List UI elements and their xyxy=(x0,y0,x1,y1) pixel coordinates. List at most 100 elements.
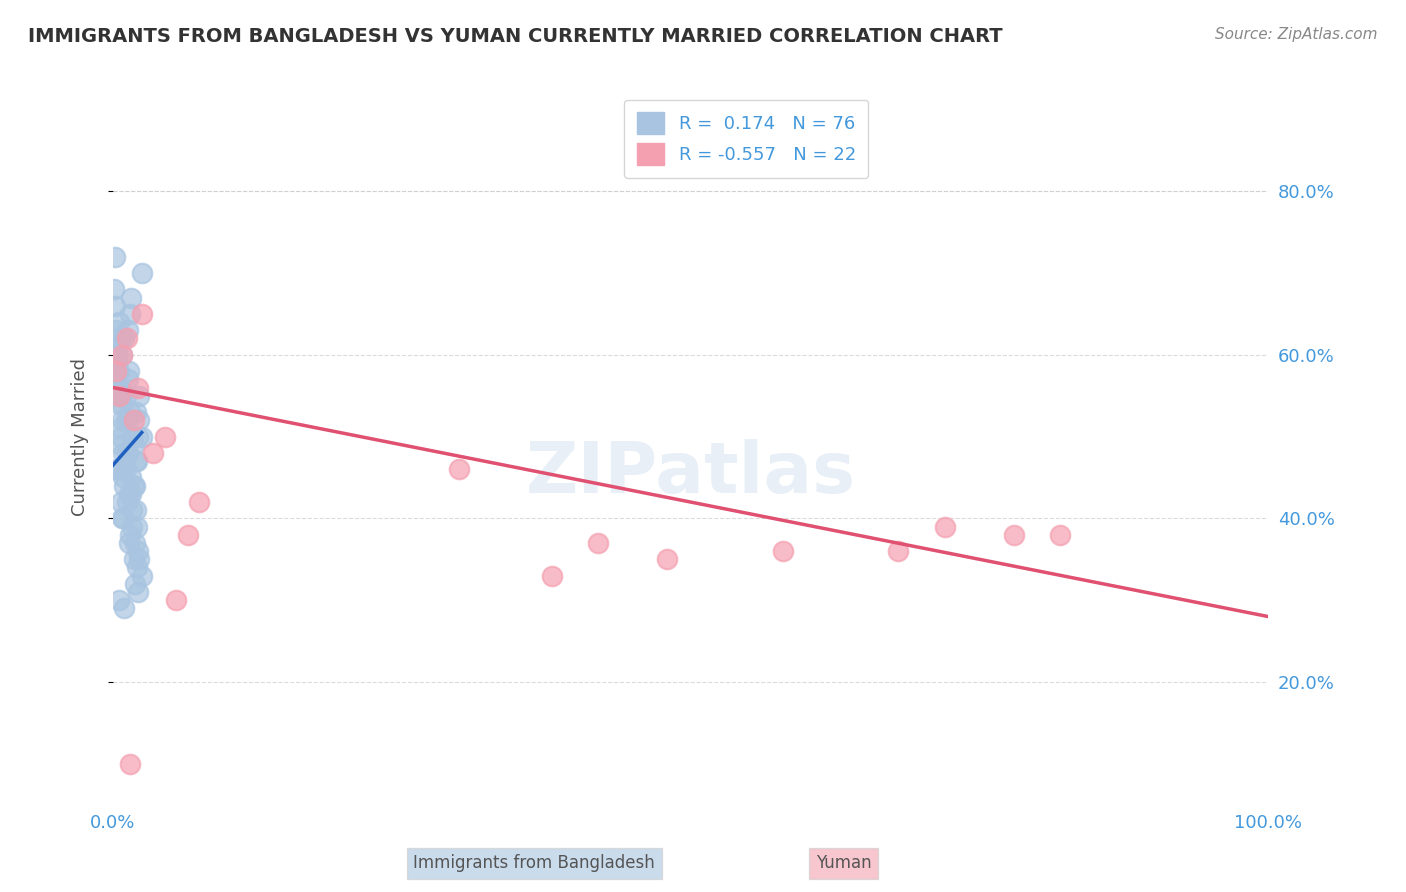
Point xyxy=(104,250,127,264)
Point xyxy=(107,593,129,607)
Point xyxy=(1049,527,1071,541)
Point xyxy=(188,495,211,509)
Point xyxy=(124,478,146,492)
Point xyxy=(121,503,143,517)
Point xyxy=(107,340,129,354)
Point xyxy=(120,405,142,419)
Point xyxy=(127,454,149,468)
Point xyxy=(177,527,200,541)
Point xyxy=(887,544,910,558)
Point xyxy=(165,593,187,607)
Point xyxy=(117,372,139,386)
Point xyxy=(118,364,141,378)
Point xyxy=(120,527,142,541)
Point xyxy=(117,446,139,460)
Point xyxy=(934,519,956,533)
Point xyxy=(108,462,131,476)
Legend: R =  0.174   N = 76, R = -0.557   N = 22: R = 0.174 N = 76, R = -0.557 N = 22 xyxy=(624,100,869,178)
Point xyxy=(127,519,149,533)
Point xyxy=(111,397,134,411)
Point xyxy=(108,380,131,394)
Point xyxy=(120,487,142,501)
Point xyxy=(127,560,149,574)
Point xyxy=(110,495,132,509)
Point xyxy=(110,438,132,452)
Point xyxy=(153,429,176,443)
Point xyxy=(772,544,794,558)
Point xyxy=(127,585,149,599)
Point xyxy=(111,413,134,427)
Point xyxy=(120,756,142,771)
Point xyxy=(131,429,153,443)
Point xyxy=(120,470,142,484)
Point xyxy=(124,536,146,550)
Point xyxy=(115,446,138,460)
Point xyxy=(105,364,128,378)
Point xyxy=(122,413,145,427)
Point xyxy=(118,536,141,550)
Point xyxy=(127,544,149,558)
Point xyxy=(108,331,131,345)
Point xyxy=(122,438,145,452)
Point xyxy=(131,307,153,321)
Point xyxy=(118,487,141,501)
Point xyxy=(107,380,129,394)
Point xyxy=(122,478,145,492)
Point xyxy=(107,397,129,411)
Text: Source: ZipAtlas.com: Source: ZipAtlas.com xyxy=(1215,27,1378,42)
Text: Immigrants from Bangladesh: Immigrants from Bangladesh xyxy=(413,855,655,872)
Point xyxy=(120,291,142,305)
Point xyxy=(117,323,139,337)
Point xyxy=(124,577,146,591)
Point xyxy=(121,519,143,533)
Point xyxy=(114,389,136,403)
Point xyxy=(125,454,148,468)
Point xyxy=(110,389,132,403)
Point xyxy=(1002,527,1025,541)
Point xyxy=(107,315,129,329)
Point xyxy=(125,405,148,419)
Point xyxy=(114,413,136,427)
Point xyxy=(541,568,564,582)
Point xyxy=(112,470,135,484)
Point xyxy=(105,364,128,378)
Point xyxy=(105,372,128,386)
Point xyxy=(142,446,165,460)
Point xyxy=(128,413,150,427)
Point xyxy=(111,348,134,362)
Point xyxy=(131,266,153,280)
Point xyxy=(128,389,150,403)
Point xyxy=(127,429,149,443)
Point xyxy=(111,511,134,525)
Point xyxy=(108,421,131,435)
Point xyxy=(107,348,129,362)
Point xyxy=(120,307,142,321)
Point xyxy=(105,462,128,476)
Point xyxy=(115,446,138,460)
Point xyxy=(112,511,135,525)
Point xyxy=(128,552,150,566)
Point xyxy=(125,503,148,517)
Text: IMMIGRANTS FROM BANGLADESH VS YUMAN CURRENTLY MARRIED CORRELATION CHART: IMMIGRANTS FROM BANGLADESH VS YUMAN CURR… xyxy=(28,27,1002,45)
Point xyxy=(110,429,132,443)
Point xyxy=(115,495,138,509)
Point xyxy=(112,331,135,345)
Point xyxy=(657,552,679,566)
Point xyxy=(115,413,138,427)
Y-axis label: Currently Married: Currently Married xyxy=(72,358,89,516)
Text: Yuman: Yuman xyxy=(815,855,872,872)
Point xyxy=(586,536,609,550)
Point xyxy=(112,601,135,615)
Point xyxy=(104,299,127,313)
Point xyxy=(121,429,143,443)
Point xyxy=(449,462,471,476)
Point xyxy=(107,356,129,370)
Point xyxy=(105,323,128,337)
Point xyxy=(115,331,138,345)
Point xyxy=(112,446,135,460)
Point xyxy=(114,462,136,476)
Point xyxy=(112,478,135,492)
Point xyxy=(103,282,125,296)
Point xyxy=(127,380,149,394)
Point xyxy=(107,389,129,403)
